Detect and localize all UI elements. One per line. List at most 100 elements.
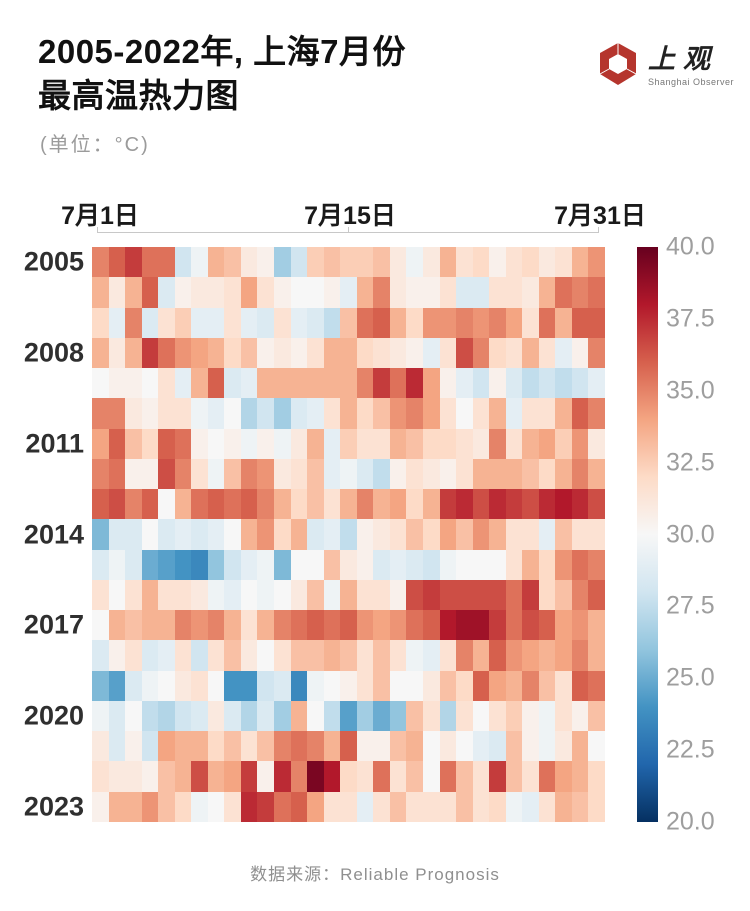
heatmap-cell [240,549,258,580]
heatmap-cell [207,277,225,308]
heatmap-cell [389,610,407,641]
heatmap-cell [92,247,109,278]
heatmap-cell [588,519,605,550]
heatmap-cell [191,247,208,278]
heatmap-cell [340,761,357,792]
heatmap-cell [125,398,142,429]
heatmap-cell [422,368,440,399]
heatmap-cell [125,731,142,762]
heatmap-cell [472,337,490,369]
heatmap-cell [158,519,175,550]
heatmap-cell [191,428,208,459]
heatmap-cell [389,791,407,822]
heatmap-cell [174,398,192,429]
heatmap-cell [439,579,457,611]
logo-name: 上观 [648,44,718,74]
heatmap-cell [257,428,275,459]
heatmap-cell [207,610,225,641]
heatmap-cell [158,307,175,338]
heatmap-cell [571,428,589,459]
heatmap-cell [224,610,241,641]
heatmap-cell [108,761,126,792]
heatmap-cell [224,731,241,762]
heatmap-cell [522,398,539,429]
heatmap-cell [224,519,241,550]
heatmap-cell [240,579,258,611]
heatmap-cell [257,519,275,550]
heatmap-cell [290,247,308,278]
heatmap-cell [373,579,390,611]
heatmap-cell [207,670,225,701]
heatmap-cell [489,610,506,641]
heatmap-cell [240,307,258,338]
heatmap-cell [489,670,506,701]
heatmap-cell [191,398,208,429]
heatmap-cell [257,640,275,671]
heatmap-cell [505,640,523,671]
heatmap-cell [389,489,407,520]
heatmap-cell [538,368,556,399]
heatmap-cell [191,489,208,520]
heatmap-cell [356,458,374,490]
heatmap-cell [571,519,589,550]
heatmap-cell [274,337,291,369]
heatmap-cell [108,247,126,278]
heatmap-cell [588,610,605,641]
heatmap-cell [571,337,589,369]
heatmap-cell [290,337,308,369]
heatmap-cell [274,791,291,822]
heatmap-cell [439,337,457,369]
heatmap-cell [456,368,473,399]
heatmap-cell [307,428,324,459]
heatmap-cell [307,337,324,369]
heatmap-cell [489,398,506,429]
heatmap-cell [257,458,275,490]
heatmap-cell [356,519,374,550]
heatmap-cell [323,610,341,641]
heatmap-cell [158,368,175,399]
heatmap-cell [356,489,374,520]
heatmap-cell [422,731,440,762]
heatmap-cell [323,368,341,399]
heatmap-cell [207,519,225,550]
heatmap-cell [158,670,175,701]
heatmap-cell [489,307,506,338]
heatmap-cell [191,731,208,762]
heatmap-cell [174,761,192,792]
heatmap-cell [489,428,506,459]
heatmap-cell [340,489,357,520]
heatmap-cell [406,458,423,490]
heatmap-cell [373,791,390,822]
heatmap-cell [588,247,605,278]
heatmap-cell [257,761,275,792]
heatmap-cell [356,277,374,308]
heatmap-cell [207,337,225,369]
heatmap-cell [389,247,407,278]
heatmap-cell [224,791,241,822]
heatmap-cell [571,368,589,399]
heatmap-cell [257,337,275,369]
heatmap-cell [108,489,126,520]
heatmap-cell [307,458,324,490]
heatmap-cell [373,307,390,338]
heatmap-cell [406,579,423,611]
heatmap-cell [505,610,523,641]
heatmap-cell [274,458,291,490]
heatmap-cell [141,761,159,792]
heatmap-cell [356,549,374,580]
heatmap-cell [406,549,423,580]
heatmap-cell [108,579,126,611]
heatmap-cell [307,247,324,278]
heatmap-cell [108,700,126,732]
heatmap-cell [92,307,109,338]
heatmap-cell [174,791,192,822]
heatmap-cell [125,337,142,369]
heatmap-cell [456,640,473,671]
heatmap-cell [356,428,374,459]
heatmap-cell [571,307,589,338]
heatmap-cell [307,791,324,822]
heatmap-cell [207,731,225,762]
heatmap-cell [307,700,324,732]
heatmap-cell [588,307,605,338]
colorbar-tick-label: 30.0 [666,520,715,548]
